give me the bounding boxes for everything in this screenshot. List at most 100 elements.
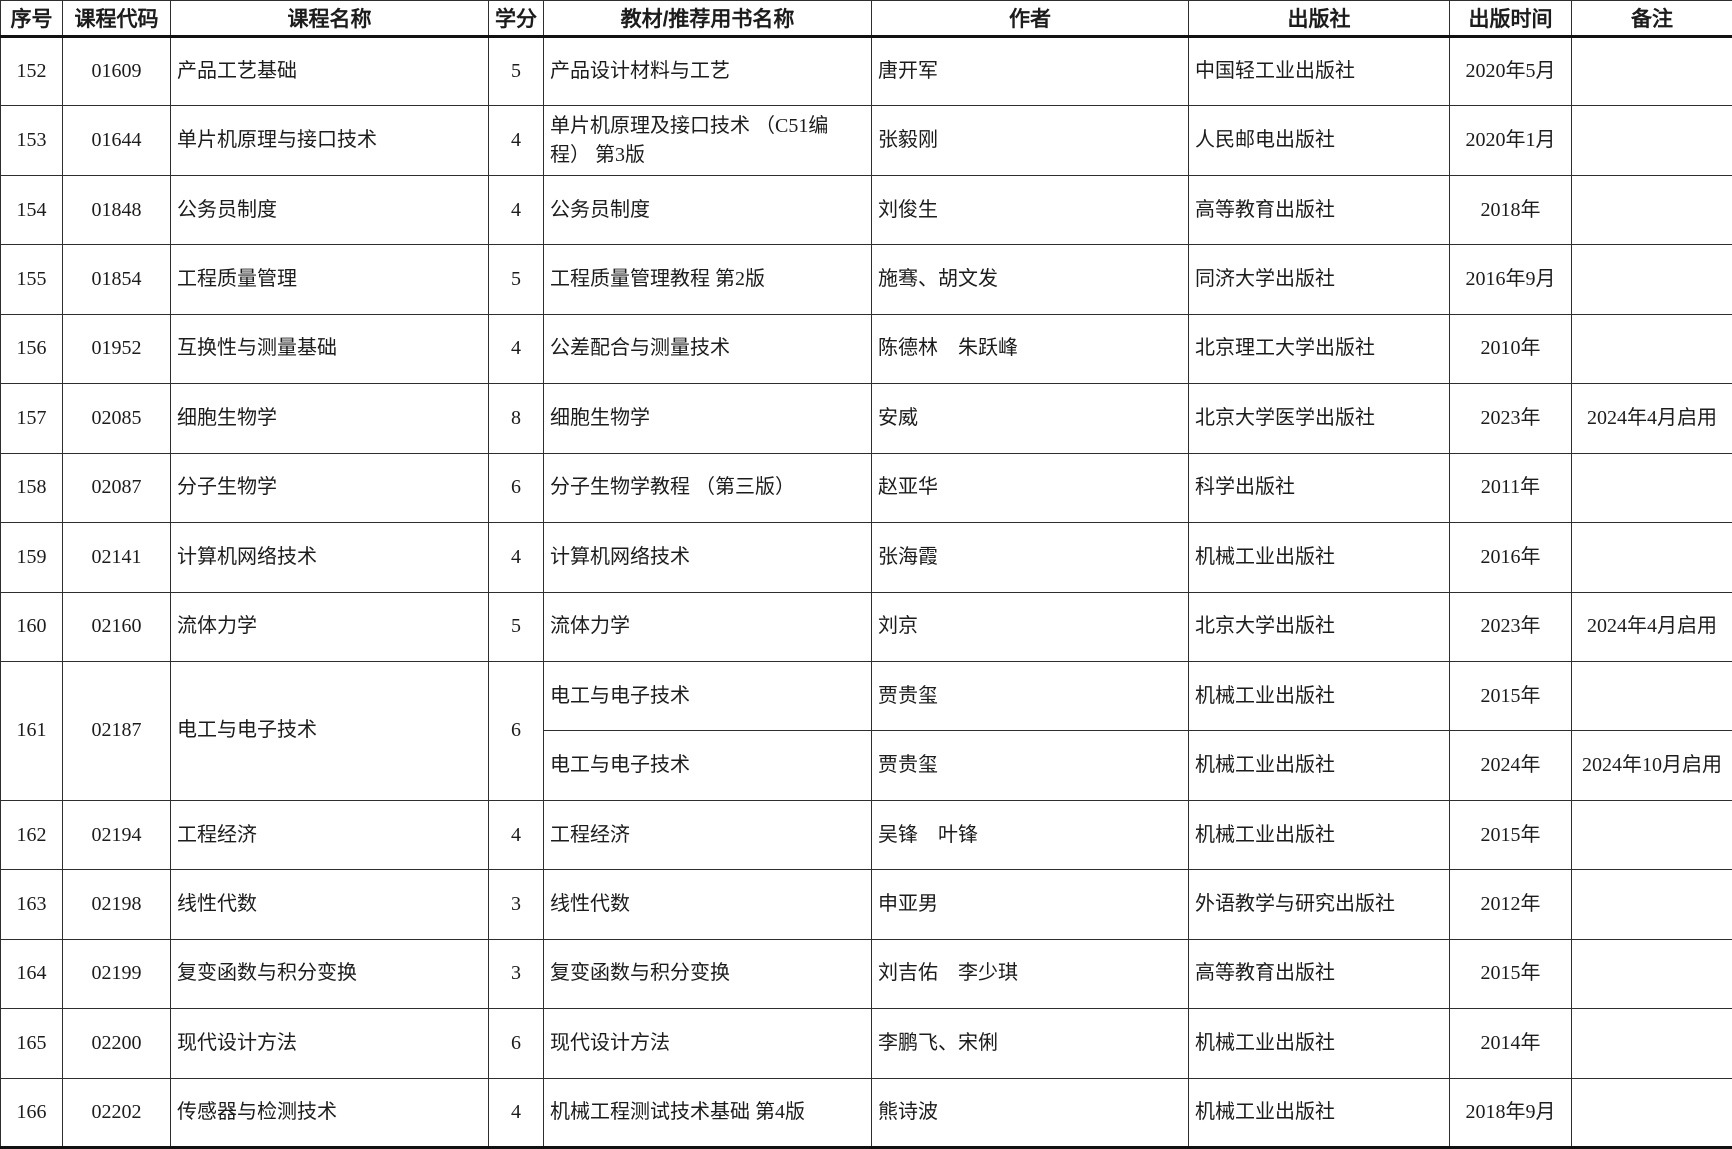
cell-remark [1571, 1077, 1732, 1149]
cell-course: 工程质量管理 [170, 244, 489, 315]
cell-credits: 5 [488, 35, 544, 107]
cell-no: 153 [0, 105, 63, 176]
cell-no: 152 [0, 35, 63, 107]
table-row: 153 01644 单片机原理与接口技术 4 单片机原理及接口技术 （C51编程） 第3… [0, 105, 1732, 176]
cell-code: 01952 [62, 313, 171, 385]
cell-author: 李鹏飞、宋俐 [871, 1008, 1189, 1079]
table-row: 163 02198 线性代数 3 线性代数 申亚男 外语教学与研究出版社 2012年 [0, 869, 1732, 940]
cell-credits: 4 [488, 522, 544, 593]
cell-credits: 4 [488, 799, 544, 871]
cell-author: 申亚男 [871, 869, 1189, 940]
cell-credits: 8 [488, 383, 544, 454]
cell-author: 施骞、胡文发 [871, 244, 1189, 315]
cell-course: 产品工艺基础 [170, 35, 489, 107]
cell-author: 唐开军 [871, 35, 1189, 107]
cell-credits: 4 [488, 313, 544, 385]
cell-date: 2016年9月 [1449, 244, 1572, 315]
cell-date: 2016年 [1449, 522, 1572, 593]
cell-course: 单片机原理与接口技术 [170, 105, 489, 176]
col-header-publisher: 出版社 [1188, 0, 1450, 38]
cell-date: 2015年 [1449, 799, 1572, 871]
cell-remark [1571, 244, 1732, 315]
cell-title: 公务员制度 [543, 174, 872, 246]
cell-course: 线性代数 [170, 869, 489, 940]
cell-credits: 3 [488, 869, 544, 940]
cell-code: 01854 [62, 244, 171, 315]
cell-date: 2018年 [1449, 174, 1572, 246]
cell-credits: 3 [488, 938, 544, 1010]
col-header-remark: 备注 [1571, 0, 1732, 38]
cell-title: 现代设计方法 [543, 1008, 872, 1079]
cell-course: 互换性与测量基础 [170, 313, 489, 385]
cell-no: 158 [0, 452, 63, 524]
cell-date: 2024年 [1449, 730, 1572, 801]
cell-no: 155 [0, 244, 63, 315]
cell-code: 02200 [62, 1008, 171, 1079]
cell-code: 02202 [62, 1077, 171, 1149]
cell-author: 刘吉佑 李少琪 [871, 938, 1189, 1010]
cell-remark [1571, 869, 1732, 940]
cell-publisher: 机械工业出版社 [1188, 660, 1450, 732]
col-header-credits: 学分 [488, 0, 544, 38]
table-row: 155 01854 工程质量管理 5 工程质量管理教程 第2版 施骞、胡文发 同济大学出版社… [0, 244, 1732, 315]
cell-date: 2011年 [1449, 452, 1572, 524]
cell-title: 公差配合与测量技术 [543, 313, 872, 385]
cell-remark [1571, 452, 1732, 524]
cell-title: 工程质量管理教程 第2版 [543, 244, 872, 315]
cell-publisher: 外语教学与研究出版社 [1188, 869, 1450, 940]
table-row: 158 02087 分子生物学 6 分子生物学教程 （第三版） 赵亚华 科学出版社 2011年 [0, 452, 1732, 524]
cell-title: 机械工程测试技术基础 第4版 [543, 1077, 872, 1149]
cell-no: 162 [0, 799, 63, 871]
cell-code: 01609 [62, 35, 171, 107]
cell-credits: 6 [488, 1008, 544, 1079]
cell-author: 吴锋 叶锋 [871, 799, 1189, 871]
cell-course: 公务员制度 [170, 174, 489, 246]
cell-author: 陈德林 朱跃峰 [871, 313, 1189, 385]
cell-title: 细胞生物学 [543, 383, 872, 454]
table-row: 161 02187 电工与电子技术 6 电工与电子技术 贾贵玺 机械工业出版社 2015年 [0, 660, 1732, 801]
cell-remark [1571, 105, 1732, 176]
cell-course: 分子生物学 [170, 452, 489, 524]
cell-code: 02160 [62, 591, 171, 662]
cell-author: 安威 [871, 383, 1189, 454]
cell-title: 复变函数与积分变换 [543, 938, 872, 1010]
cell-credits: 4 [488, 1077, 544, 1149]
cell-publisher: 高等教育出版社 [1188, 938, 1450, 1010]
col-header-title: 教材/推荐用书名称 [543, 0, 872, 38]
cell-title: 计算机网络技术 [543, 522, 872, 593]
table-row: 156 01952 互换性与测量基础 4 公差配合与测量技术 陈德林 朱跃峰 北京理工大学出… [0, 313, 1732, 385]
cell-title: 产品设计材料与工艺 [543, 35, 872, 107]
cell-no: 159 [0, 522, 63, 593]
cell-credits: 4 [488, 105, 544, 176]
cell-no: 163 [0, 869, 63, 940]
cell-no: 154 [0, 174, 63, 246]
cell-publisher: 中国轻工业出版社 [1188, 35, 1450, 107]
cell-course: 复变函数与积分变换 [170, 938, 489, 1010]
cell-author: 熊诗波 [871, 1077, 1189, 1149]
table-row: 164 02199 复变函数与积分变换 3 复变函数与积分变换 刘吉佑 李少琪 高等教育出版… [0, 938, 1732, 1010]
cell-title: 流体力学 [543, 591, 872, 662]
cell-author: 赵亚华 [871, 452, 1189, 524]
cell-date: 2023年 [1449, 383, 1572, 454]
table-body: 152 01609 产品工艺基础 5 产品设计材料与工艺 唐开军 中国轻工业出版社 2020年… [0, 35, 1732, 1149]
table-row: 157 02085 细胞生物学 8 细胞生物学 安威 北京大学医学出版社 2023年 2024年… [0, 383, 1732, 454]
table-row: 152 01609 产品工艺基础 5 产品设计材料与工艺 唐开军 中国轻工业出版社 2020年… [0, 35, 1732, 107]
cell-title: 工程经济 [543, 799, 872, 871]
cell-publisher: 北京理工大学出版社 [1188, 313, 1450, 385]
cell-title: 线性代数 [543, 869, 872, 940]
cell-author: 张海霞 [871, 522, 1189, 593]
cell-remark: 2024年4月启用 [1571, 591, 1732, 662]
cell-publisher: 人民邮电出版社 [1188, 105, 1450, 176]
cell-title: 单片机原理及接口技术 （C51编程） 第3版 [543, 105, 872, 176]
cell-code: 02198 [62, 869, 171, 940]
cell-publisher: 机械工业出版社 [1188, 1077, 1450, 1149]
cell-publisher: 高等教育出版社 [1188, 174, 1450, 246]
table-row: 165 02200 现代设计方法 6 现代设计方法 李鹏飞、宋俐 机械工业出版社 2014年 [0, 1008, 1732, 1079]
cell-course: 计算机网络技术 [170, 522, 489, 593]
cell-credits: 6 [488, 660, 544, 801]
col-header-date: 出版时间 [1449, 0, 1572, 38]
cell-remark [1571, 174, 1732, 246]
cell-publisher: 同济大学出版社 [1188, 244, 1450, 315]
table-row: 160 02160 流体力学 5 流体力学 刘京 北京大学出版社 2023年 2024年4月启用 [0, 591, 1732, 662]
